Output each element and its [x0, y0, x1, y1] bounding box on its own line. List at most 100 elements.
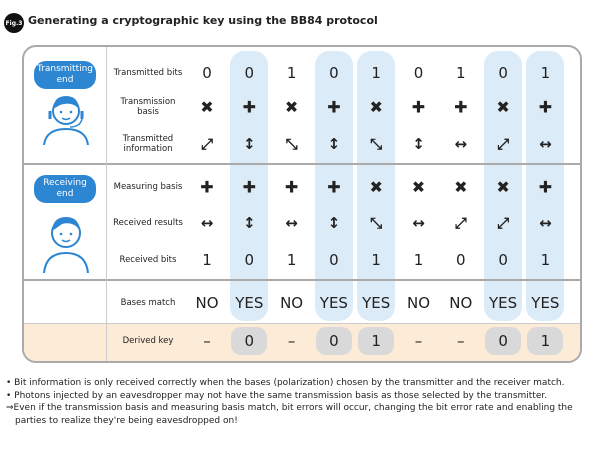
receiver-icon	[43, 217, 89, 273]
key-cell-bg	[485, 327, 522, 355]
party-badge: Transmitting end	[34, 61, 96, 89]
note: ⇒Even if the transmission basis and meas…	[6, 403, 573, 426]
cell: ⤢	[497, 214, 510, 232]
transmitter-icon	[43, 96, 89, 145]
cell: ✖	[369, 97, 383, 117]
cell: ⤡	[370, 214, 383, 232]
row-label: Transmitted bits	[113, 68, 183, 78]
cell: 1	[371, 332, 381, 350]
cell: ↕	[243, 214, 256, 232]
party-badge: Receiving end	[34, 175, 96, 203]
cell: ✖	[496, 97, 510, 117]
cell: 0	[498, 251, 508, 269]
cell: ↔	[539, 135, 552, 153]
cell: YES	[362, 294, 391, 312]
cell: ↔	[539, 214, 552, 232]
cell: ↕	[243, 135, 256, 153]
cell: ✖	[284, 97, 299, 117]
match-column	[484, 51, 523, 321]
cell: 0	[498, 64, 508, 82]
note: • Bit information is only received corre…	[6, 378, 565, 388]
cell: 1	[540, 64, 551, 82]
key-cell-bg	[231, 327, 268, 355]
cell: ✚	[242, 97, 256, 117]
row-label: Transmission basis	[120, 97, 176, 117]
key-cell-bg	[527, 327, 564, 355]
cell: ↔	[285, 214, 298, 232]
table-frame: Transmitting end Receiving end Transmitted…	[22, 45, 582, 363]
cell: YES	[489, 294, 518, 312]
cell: 1	[371, 64, 381, 82]
separator	[24, 279, 580, 281]
cell: ↔	[454, 135, 468, 153]
cell: ✚	[200, 177, 214, 197]
cell: 0	[329, 332, 339, 350]
cell: ✖	[454, 177, 468, 197]
cell: ✚	[411, 97, 426, 117]
cell: 0	[498, 332, 508, 350]
cell: ⤡	[370, 135, 383, 153]
cell: ✚	[284, 177, 299, 197]
title: Generating a cryptographic key using the…	[28, 14, 378, 27]
cell: 0	[244, 64, 255, 82]
row-label: Measuring basis	[113, 182, 183, 192]
cell: 1	[540, 332, 551, 350]
cell: ✚	[538, 97, 553, 117]
cell: ✚	[327, 97, 341, 117]
cell: ✖	[369, 177, 383, 197]
cell: ✚	[538, 177, 553, 197]
cell: YES	[531, 294, 560, 312]
cell: YES	[235, 294, 264, 312]
cell: 0	[202, 64, 212, 82]
cell: 1	[371, 251, 381, 269]
notes: • Bit information is only received corre…	[6, 377, 594, 427]
cell: ✖	[200, 97, 214, 117]
row-label: Transmitted information	[122, 134, 174, 154]
cell: ⤢	[200, 135, 213, 153]
cell: ✚	[454, 97, 468, 117]
cell: –	[203, 332, 211, 350]
cell: 1	[286, 64, 297, 82]
cell: ↕	[327, 214, 341, 232]
cell: ⤡	[285, 135, 298, 153]
cell: 1	[540, 251, 551, 269]
cell: NO	[280, 294, 304, 312]
note: • Photons injected by an eavesdropper ma…	[6, 390, 548, 401]
cell: 0	[456, 251, 466, 269]
cell: 0	[329, 64, 339, 82]
cell: ↕	[327, 135, 341, 153]
match-column	[526, 51, 565, 321]
separator	[24, 163, 580, 165]
cell: ⤢	[497, 135, 510, 153]
cell: 1	[286, 251, 297, 269]
match-column	[357, 51, 396, 321]
row-label: Derived key	[122, 336, 174, 346]
cell: NO	[406, 294, 431, 312]
cell: ✚	[327, 177, 341, 197]
match-column	[230, 51, 269, 321]
cell: 1	[202, 251, 212, 269]
key-cell-bg	[358, 327, 395, 355]
cell: NO	[449, 294, 473, 312]
key-cell-bg	[315, 327, 352, 355]
cell: ✖	[411, 177, 426, 197]
row-label: Received results	[113, 218, 183, 228]
match-column	[314, 51, 353, 321]
cell: –	[414, 332, 423, 350]
cell: –	[457, 332, 465, 350]
separator	[24, 323, 580, 324]
column-separator	[106, 47, 107, 361]
cell: ⤢	[454, 214, 467, 232]
cell: ↔	[412, 214, 425, 232]
cell: NO	[195, 294, 219, 312]
cell: ↕	[412, 135, 425, 153]
cell: 0	[329, 251, 339, 269]
cell: ✖	[496, 177, 510, 197]
cell: 0	[413, 64, 424, 82]
cell: 1	[456, 64, 466, 82]
cell: 0	[244, 251, 255, 269]
cell: –	[287, 332, 296, 350]
cell: ↔	[200, 214, 214, 232]
row-label: Received bits	[119, 255, 177, 265]
